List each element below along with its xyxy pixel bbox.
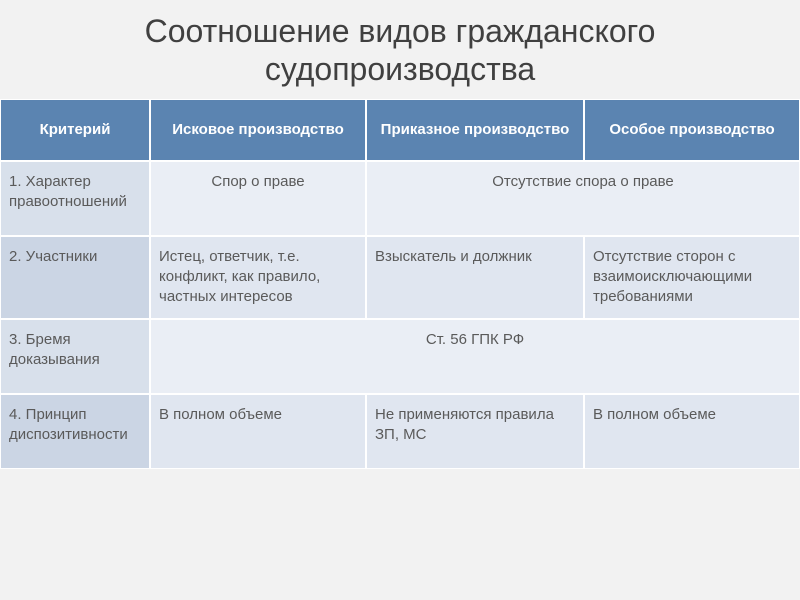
col-header-criterion: Критерий [0,99,150,161]
col-header-iskovoe: Исковое производство [150,99,366,161]
row2-label: 2. Участники [0,236,150,319]
page-title: Соотношение видов гражданского судопроиз… [0,0,800,99]
row3-label: 3. Бремя доказывания [0,319,150,394]
row3-v1: Ст. 56 ГПК РФ [150,319,800,394]
row4-v2: Не применяются правила ЗП, МС [366,394,584,469]
row1-v2: Отсутствие спора о праве [366,161,800,236]
row2-v2: Взыскатель и должник [366,236,584,319]
row4-v3: В полном объеме [584,394,800,469]
row1-v1: Спор о праве [150,161,366,236]
row1-label: 1. Характер правоотношений [0,161,150,236]
row4-label: 4. Принцип диспозитивности [0,394,150,469]
col-header-prikaznoe: Приказное производство [366,99,584,161]
row2-v3: Отсутствие сторон с взаимоисключающими т… [584,236,800,319]
col-header-osoboe: Особое производство [584,99,800,161]
row4-v1: В полном объеме [150,394,366,469]
row2-v1: Истец, ответчик, т.е. конфликт, как прав… [150,236,366,319]
comparison-table: Критерий Исковое производство Приказное … [0,99,800,469]
